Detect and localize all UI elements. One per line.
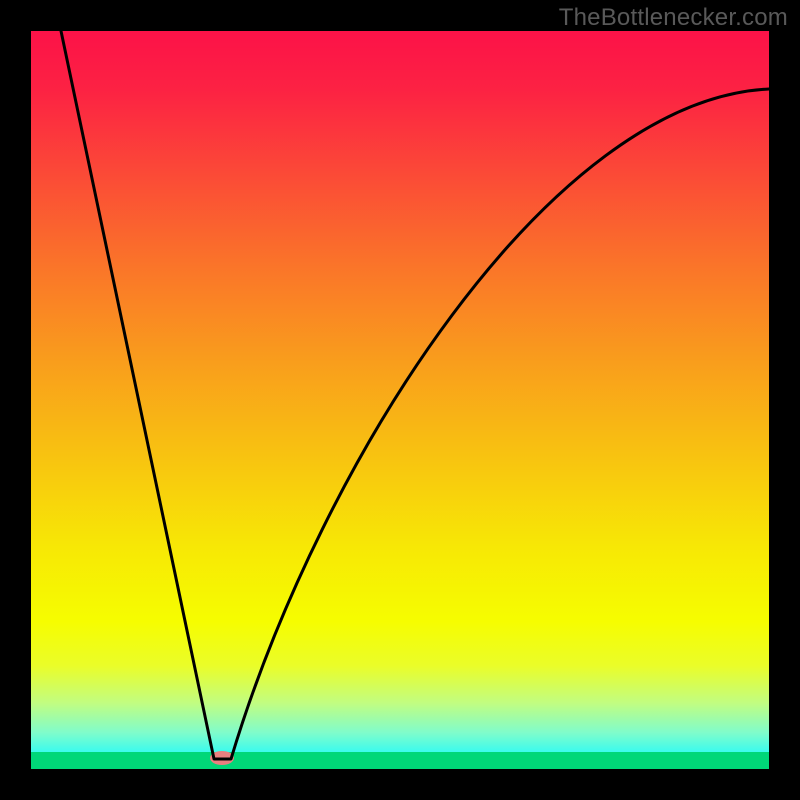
chart-svg (31, 31, 769, 769)
watermark-text: TheBottlenecker.com (559, 4, 788, 32)
bottom-band (31, 752, 769, 769)
gradient-background (31, 31, 769, 769)
stage: TheBottlenecker.com (0, 0, 800, 800)
plot-area (31, 31, 769, 769)
